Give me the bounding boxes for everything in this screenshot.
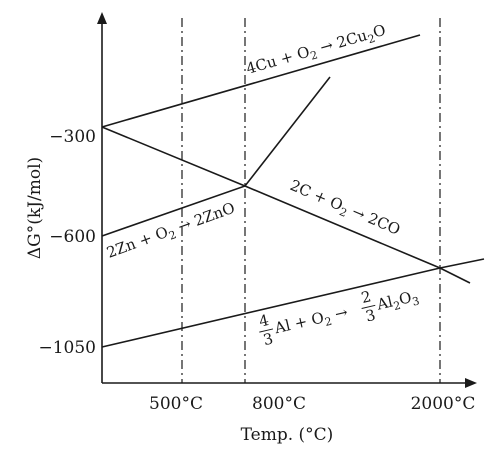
y-tick-1050: −1050 xyxy=(38,338,96,358)
x-axis-title: Temp. (°C) xyxy=(241,425,334,445)
y-tick-600: −600 xyxy=(49,227,96,247)
al-frac-num-4: 4 xyxy=(257,311,270,331)
al-label-main: Al + O2 → xyxy=(272,303,351,341)
al-frac-den-3: 3 xyxy=(261,329,274,349)
al-label-product: Al2O3 xyxy=(374,287,421,317)
series-line-co xyxy=(101,126,471,284)
al-frac-num-2: 2 xyxy=(360,287,373,307)
x-tick-800c: 800°C xyxy=(252,394,306,414)
x-tick-500c: 500°C xyxy=(149,394,203,414)
al-frac-den-3b: 3 xyxy=(364,306,377,326)
y-tick-300: −300 xyxy=(49,127,96,147)
series-label-al2o3: 4 3 Al + O2 → 2 3 Al2O3 xyxy=(257,287,421,349)
series-label-zno: 2Zn + O2 → 2ZnO xyxy=(104,199,238,265)
series-line-al2o3 xyxy=(101,258,485,348)
y-axis-title: ΔG°(kJ/mol) xyxy=(25,157,45,259)
al-frac-bar-1 xyxy=(259,328,274,333)
al-frac-bar-2 xyxy=(361,304,376,309)
y-axis-arrow-icon xyxy=(97,12,107,24)
x-tick-2000c: 2000°C xyxy=(411,394,476,414)
series-line-cu2o xyxy=(101,34,421,128)
series-label-co: 2C + O2 → 2CO xyxy=(286,176,403,241)
x-axis-arrow-icon xyxy=(465,378,477,388)
